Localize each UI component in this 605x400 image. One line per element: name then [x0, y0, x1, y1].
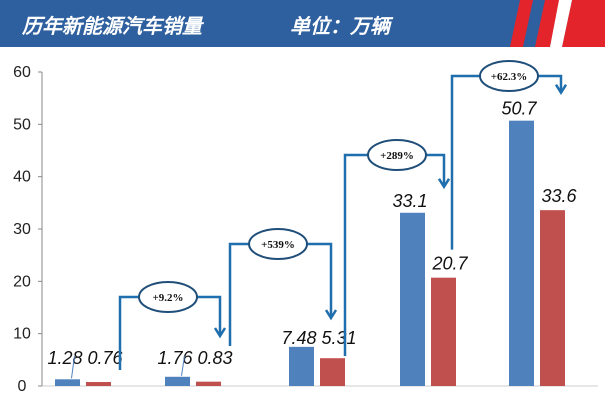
bar-red: [320, 358, 345, 386]
unit-label: 单位：万辆: [290, 14, 390, 38]
label-leader: [71, 355, 75, 379]
growth-label: +289%: [380, 150, 414, 162]
growth-label: +62.3%: [491, 71, 528, 83]
label-leader: [181, 355, 185, 376]
value-label-blue: 33.1: [392, 191, 427, 211]
bar-red: [196, 381, 221, 386]
y-tick-label: 50: [13, 116, 31, 133]
bar-red: [540, 210, 565, 386]
growth-oval: [248, 228, 308, 260]
value-label-red: 33.6: [541, 186, 577, 206]
stripe-1: [510, 0, 533, 47]
growth-arrowhead: [437, 178, 451, 190]
value-label-blue: 1.28: [47, 348, 82, 368]
growth-label: +9.2%: [152, 292, 183, 304]
growth-bracket: [343, 153, 446, 356]
y-tick-label: 60: [13, 64, 31, 81]
bar-blue: [400, 212, 425, 386]
value-label-blue: 1.76: [157, 348, 193, 368]
stripe-3: [562, 0, 605, 47]
y-tick-label: 20: [13, 273, 31, 290]
stripe-gap: [550, 0, 572, 47]
y-tick-label: 40: [13, 169, 31, 186]
corner-stripes: [510, 0, 605, 47]
bar-blue: [509, 120, 534, 387]
y-tick-label: 10: [13, 326, 31, 343]
value-label-red: 0.76: [87, 348, 123, 368]
bar-blue: [289, 346, 314, 386]
value-label-red: 20.7: [431, 254, 468, 274]
bar-red: [86, 382, 111, 386]
value-label-red: 5.31: [321, 328, 356, 348]
title-band: 历年新能源汽车销量 单位：万辆: [0, 0, 605, 47]
chart-title: 历年新能源汽车销量: [22, 14, 202, 38]
value-label-blue: 7.48: [281, 328, 316, 348]
bar-blue: [55, 379, 80, 386]
growth-arrowhead: [324, 309, 338, 321]
y-tick-label: 30: [13, 221, 31, 238]
bar-red: [431, 277, 456, 386]
y-tick-label: 0: [18, 378, 27, 395]
growth-label: +539%: [261, 239, 295, 251]
value-label-red: 0.83: [197, 348, 232, 368]
growth-oval: [367, 139, 427, 171]
growth-arrowhead: [554, 84, 568, 96]
stripe-2: [535, 0, 560, 47]
growth-oval: [138, 281, 198, 313]
growth-arrowhead: [213, 327, 227, 339]
value-label-blue: 50.7: [501, 99, 537, 119]
growth-oval: [479, 60, 539, 92]
bar-blue: [165, 376, 190, 386]
